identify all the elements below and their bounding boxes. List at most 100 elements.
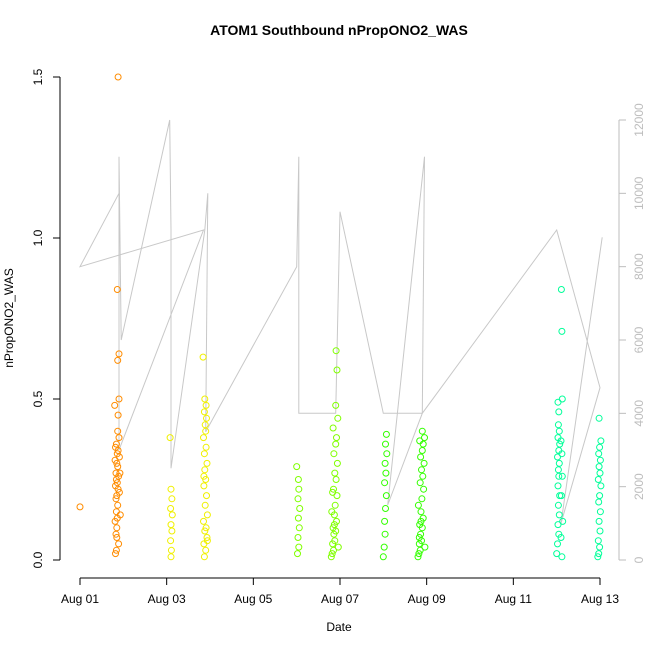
data-point xyxy=(417,530,425,538)
data-point xyxy=(415,550,423,558)
data-point xyxy=(554,466,562,474)
data-point xyxy=(595,450,603,458)
data-point xyxy=(199,353,207,361)
data-point xyxy=(417,508,425,516)
data-point xyxy=(331,537,339,545)
data-point xyxy=(421,543,429,551)
data-point xyxy=(329,424,337,432)
data-point xyxy=(595,498,603,506)
data-point xyxy=(594,476,602,483)
data-point xyxy=(203,534,211,541)
data-point xyxy=(295,485,303,493)
secondary-y-axis-ticks: 0 2000 4000 6000 8000 10000 12000 xyxy=(619,103,646,563)
data-point xyxy=(203,492,210,500)
data-point xyxy=(382,469,390,477)
data-point xyxy=(166,434,174,442)
data-point xyxy=(293,463,301,471)
data-point xyxy=(555,511,563,519)
data-point xyxy=(76,503,84,511)
data-point xyxy=(381,517,389,525)
y2-tick-label: 2000 xyxy=(632,473,646,500)
data-point xyxy=(115,453,123,461)
data-point xyxy=(113,534,121,541)
data-point xyxy=(558,395,566,403)
data-point xyxy=(202,401,210,409)
data-point xyxy=(596,469,604,477)
altitude-series-layer xyxy=(78,119,603,524)
x-tick-label: Aug 13 xyxy=(581,592,619,606)
x-tick-label: Aug 03 xyxy=(148,592,186,606)
data-point xyxy=(381,530,389,538)
x-axis-ticks: Aug 01 Aug 03 Aug 05 Aug 07 Aug 09 Aug 11 Aug … xyxy=(61,578,619,606)
data-point xyxy=(112,443,119,451)
data-point xyxy=(114,411,122,419)
altitude-line xyxy=(78,119,603,524)
chart-title: ATOM1 Southbound nPropONO2_WAS xyxy=(210,22,468,38)
data-point xyxy=(555,459,563,467)
x-tick-label: Aug 07 xyxy=(321,592,359,606)
data-point xyxy=(595,463,603,471)
data-point xyxy=(419,472,427,480)
data-point xyxy=(596,508,604,516)
data-point xyxy=(327,553,335,561)
data-point xyxy=(114,501,122,509)
scatter-points-layer xyxy=(76,73,605,561)
data-point xyxy=(596,543,604,551)
data-point xyxy=(418,495,426,503)
data-point xyxy=(554,540,561,548)
data-point xyxy=(597,482,605,490)
data-point xyxy=(418,427,426,435)
data-point xyxy=(595,550,603,558)
data-point xyxy=(112,546,120,554)
data-point xyxy=(555,472,563,480)
data-point xyxy=(334,543,342,551)
x-tick-label: Aug 09 xyxy=(408,592,446,606)
data-point xyxy=(112,550,119,558)
data-point xyxy=(415,534,423,541)
data-point xyxy=(332,347,340,355)
data-point xyxy=(554,482,562,490)
x-tick-label: Aug 01 xyxy=(61,592,99,606)
data-point xyxy=(296,505,304,512)
data-point xyxy=(294,476,302,483)
data-point xyxy=(294,534,302,541)
data-point xyxy=(168,495,176,503)
data-point xyxy=(112,495,120,503)
data-point xyxy=(382,430,390,438)
data-point xyxy=(416,521,424,529)
data-point xyxy=(202,443,210,451)
data-point xyxy=(333,434,340,442)
data-point xyxy=(555,408,563,416)
data-point xyxy=(167,485,175,493)
data-point xyxy=(167,546,175,554)
data-point xyxy=(554,398,562,406)
data-point xyxy=(113,286,121,293)
data-point xyxy=(115,540,123,548)
data-point xyxy=(594,553,602,561)
data-point xyxy=(114,463,122,471)
data-point xyxy=(201,421,209,429)
y2-tick-label: 10000 xyxy=(632,176,646,210)
y2-tick-label: 0 xyxy=(632,556,646,563)
data-point xyxy=(554,501,562,509)
x-axis-label: Date xyxy=(326,620,352,634)
data-point xyxy=(330,521,338,529)
data-point xyxy=(557,492,565,500)
data-point xyxy=(116,511,124,519)
data-point xyxy=(414,553,422,561)
data-point xyxy=(200,472,208,480)
data-point xyxy=(114,427,122,435)
data-point xyxy=(379,553,387,561)
data-point xyxy=(597,437,605,445)
data-point xyxy=(203,459,211,467)
data-point xyxy=(554,453,561,461)
data-point xyxy=(331,501,339,509)
data-point xyxy=(201,395,209,403)
y2-tick-label: 6000 xyxy=(632,326,646,353)
data-point xyxy=(332,476,340,483)
data-point xyxy=(382,505,389,512)
data-point xyxy=(381,459,389,467)
data-point xyxy=(557,437,565,445)
data-point xyxy=(333,366,341,374)
